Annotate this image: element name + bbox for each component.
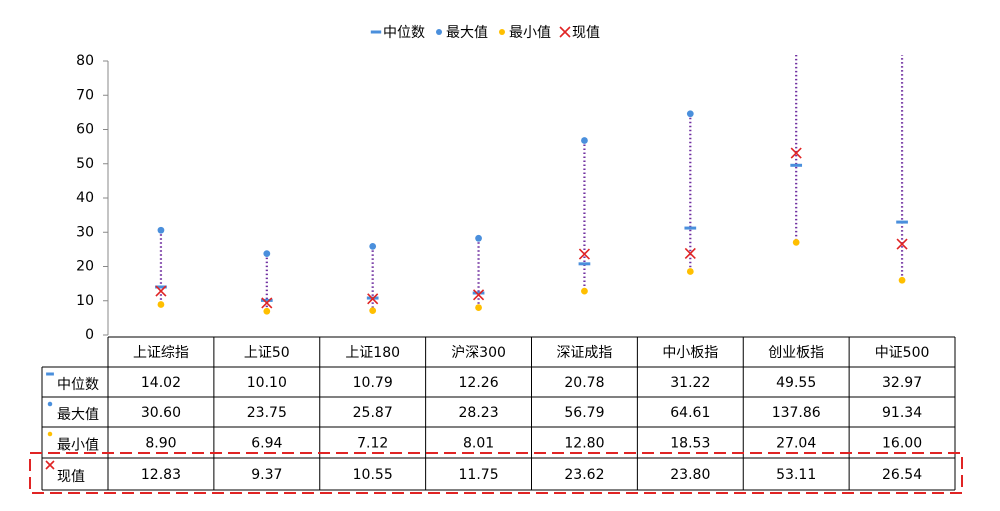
cell-value: 53.11 xyxy=(776,467,816,483)
point-marker xyxy=(157,226,165,234)
x-marker xyxy=(684,247,696,260)
point-marker xyxy=(686,110,694,118)
legend-label: 中位数 xyxy=(383,25,425,41)
cell-value: 8.01 xyxy=(463,436,494,452)
cell-value: 28.23 xyxy=(459,405,499,421)
point-marker xyxy=(436,29,442,35)
cell-value: 10.79 xyxy=(353,375,393,391)
y-tick-label: 50 xyxy=(76,156,94,172)
legend-label: 最大值 xyxy=(446,25,488,41)
column-header: 上证180 xyxy=(345,345,400,361)
x-marker xyxy=(261,297,273,309)
point-marker xyxy=(899,19,906,26)
x-marker xyxy=(559,26,571,38)
cell-value: 7.12 xyxy=(357,436,388,452)
cell-value: 31.22 xyxy=(670,375,710,391)
legend-label: 现值 xyxy=(572,25,600,41)
point-marker xyxy=(369,243,377,250)
cell-value: 10.55 xyxy=(353,467,393,483)
cell-value: 12.80 xyxy=(564,436,604,452)
point-marker xyxy=(499,29,505,35)
x-marker xyxy=(155,285,167,297)
column-header: 深证成指 xyxy=(556,345,612,361)
cell-value: 23.75 xyxy=(247,405,287,421)
point-marker xyxy=(581,287,588,295)
row-label: 最小值 xyxy=(57,438,99,454)
point-marker xyxy=(475,234,482,242)
cell-value: 18.53 xyxy=(670,436,710,452)
legend-label: 最小值 xyxy=(509,25,551,41)
point-marker xyxy=(898,276,906,284)
y-tick-label: 80 xyxy=(76,53,94,69)
point-marker xyxy=(581,137,588,144)
point-marker xyxy=(475,304,482,311)
y-tick-label: 0 xyxy=(85,327,94,343)
cell-value: 6.94 xyxy=(251,436,282,452)
cell-value: 32.97 xyxy=(882,375,922,391)
cell-value: 11.75 xyxy=(459,467,499,483)
cell-value: 91.34 xyxy=(882,405,922,421)
point-marker xyxy=(686,268,694,275)
point-marker xyxy=(47,401,53,407)
cell-value: 10.10 xyxy=(247,375,287,391)
point-marker xyxy=(369,307,377,314)
y-tick-label: 70 xyxy=(76,87,94,103)
x-marker xyxy=(578,248,591,260)
column-header: 中小板指 xyxy=(662,345,718,361)
y-tick-label: 60 xyxy=(76,122,94,138)
cell-value: 30.60 xyxy=(141,405,181,421)
y-tick-label: 30 xyxy=(76,224,94,240)
x-marker xyxy=(367,293,379,305)
point-marker xyxy=(263,250,271,258)
y-tick-label: 40 xyxy=(76,190,94,206)
cell-value: 16.00 xyxy=(882,436,922,452)
column-header: 上证50 xyxy=(244,345,290,361)
x-marker xyxy=(472,289,485,301)
row-label: 最大值 xyxy=(57,407,99,423)
cell-value: 64.61 xyxy=(670,405,710,421)
y-tick-label: 10 xyxy=(76,293,94,309)
x-marker xyxy=(790,147,802,159)
cell-value: 56.79 xyxy=(564,405,604,421)
cell-value: 26.54 xyxy=(882,467,922,483)
cell-value: 23.62 xyxy=(564,467,604,483)
cell-value: 23.80 xyxy=(670,467,710,483)
row-label: 中位数 xyxy=(57,377,99,393)
column-header: 沪深300 xyxy=(451,345,506,361)
point-marker xyxy=(47,431,53,437)
cell-value: 137.86 xyxy=(772,405,821,421)
cell-value: 20.78 xyxy=(564,375,604,391)
cell-value: 12.26 xyxy=(459,375,499,391)
cell-value: 49.55 xyxy=(776,375,816,391)
x-marker xyxy=(896,238,908,250)
cell-value: 14.02 xyxy=(141,375,181,391)
column-header: 创业板指 xyxy=(768,345,824,361)
cell-value: 9.37 xyxy=(251,467,282,483)
cell-value: 12.83 xyxy=(141,467,181,483)
plot-area xyxy=(155,19,908,315)
y-tick-label: 20 xyxy=(76,259,94,275)
cell-value: 25.87 xyxy=(353,405,393,421)
column-header: 中证500 xyxy=(875,345,930,361)
point-marker xyxy=(792,239,800,246)
point-marker xyxy=(157,301,165,308)
column-header: 上证综指 xyxy=(133,345,189,361)
cell-value: 8.90 xyxy=(145,436,176,452)
point-marker xyxy=(263,307,271,315)
cell-value: 27.04 xyxy=(776,436,816,452)
row-label: 现值 xyxy=(57,469,85,485)
x-marker xyxy=(45,460,55,470)
